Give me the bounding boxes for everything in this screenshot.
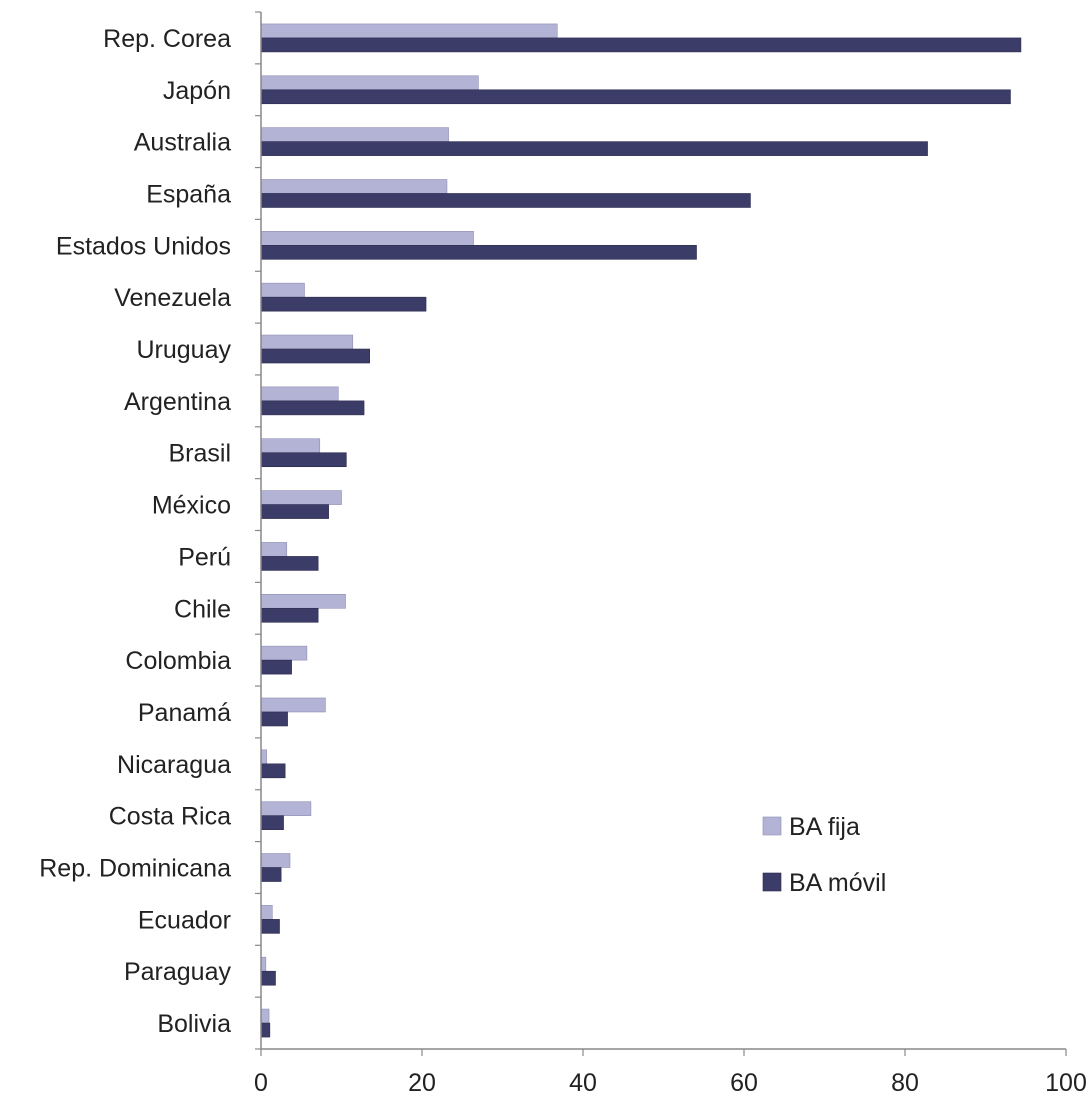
bar-ba-fija-chile xyxy=(260,593,346,609)
bar-ba-movil-rep-dominicana xyxy=(260,867,282,882)
category-label-ecuador: Ecuador xyxy=(138,906,231,934)
category-label-australia: Australia xyxy=(134,129,231,157)
category-label-costa-rica: Costa Rica xyxy=(109,803,231,831)
bar-ba-fija-colombia xyxy=(260,645,308,661)
legend-swatch-ba-fija xyxy=(762,816,782,836)
category-label-espana: España xyxy=(146,180,231,208)
bar-ba-movil-chile xyxy=(260,607,319,623)
bar-ba-fija-argentina xyxy=(260,386,339,402)
category-label-nicaragua: Nicaragua xyxy=(117,751,231,779)
bar-ba-fija-australia xyxy=(260,127,449,142)
bar-ba-movil-ecuador xyxy=(260,919,280,934)
bar-ba-fija-panama xyxy=(260,697,326,713)
category-label-chile: Chile xyxy=(174,595,231,623)
category-label-brasil: Brasil xyxy=(168,440,231,468)
bar-ba-fija-bolivia xyxy=(260,1008,270,1024)
category-label-argentina: Argentina xyxy=(124,388,231,416)
legend: BA fija BA móvil xyxy=(762,813,886,897)
bar-ba-movil-paraguay xyxy=(260,970,276,986)
category-label-colombia: Colombia xyxy=(125,647,231,675)
category-label-peru: Perú xyxy=(178,543,231,571)
bar-ba-movil-venezuela xyxy=(260,296,427,312)
x-tick-labels: 0 20 40 60 80 100 xyxy=(254,1069,1087,1097)
bar-ba-fija-uruguay xyxy=(260,334,354,350)
legend-label-ba-fija: BA fija xyxy=(789,813,860,841)
category-label-japon: Japón xyxy=(163,77,231,105)
category-label-mexico: México xyxy=(152,492,231,520)
bar-ba-fija-ecuador xyxy=(260,905,273,920)
bar-ba-movil-mexico xyxy=(260,504,329,519)
category-label-venezuela: Venezuela xyxy=(114,284,231,312)
bar-ba-fija-costa-rica xyxy=(260,801,312,816)
bar-ba-movil-costa-rica xyxy=(260,815,284,830)
bar-ba-fija-rep-corea xyxy=(260,23,558,39)
bar-ba-fija-peru xyxy=(260,542,288,557)
bar-ba-movil-peru xyxy=(260,556,319,571)
category-labels: Rep. Corea Japón Australia España Estados Un… xyxy=(39,25,231,1038)
category-label-rep-corea: Rep. Corea xyxy=(103,25,231,53)
x-tick-label: 60 xyxy=(730,1069,758,1097)
category-label-panama: Panamá xyxy=(138,699,231,727)
bar-ba-movil-bolivia xyxy=(260,1022,271,1038)
bars-group xyxy=(260,23,1022,1038)
bar-ba-movil-nicaragua xyxy=(260,763,286,779)
bar-ba-movil-estados-unidos xyxy=(260,245,697,260)
x-tick-label: 0 xyxy=(254,1069,268,1097)
x-tick-label: 20 xyxy=(408,1069,436,1097)
x-tick-label: 40 xyxy=(569,1069,597,1097)
bar-ba-fija-brasil xyxy=(260,438,321,454)
bar-ba-fija-estados-unidos xyxy=(260,231,474,246)
bar-ba-fija-rep-dominicana xyxy=(260,853,291,868)
bar-ba-movil-espana xyxy=(260,193,751,208)
bar-ba-fija-espana xyxy=(260,179,448,194)
bar-ba-movil-panama xyxy=(260,711,288,727)
axes xyxy=(255,11,1067,1056)
bar-ba-fija-nicaragua xyxy=(260,749,267,765)
category-label-estados-unidos: Estados Unidos xyxy=(56,232,231,260)
category-label-rep-dominicana: Rep. Dominicana xyxy=(39,855,231,883)
bar-ba-movil-uruguay xyxy=(260,348,370,364)
category-label-paraguay: Paraguay xyxy=(124,958,232,986)
bar-ba-movil-brasil xyxy=(260,452,347,468)
x-tick-label: 80 xyxy=(891,1069,919,1097)
x-tick-label: 100 xyxy=(1045,1069,1087,1097)
bar-ba-movil-rep-corea xyxy=(260,37,1022,53)
bar-ba-fija-mexico xyxy=(260,490,342,505)
bar-ba-movil-colombia xyxy=(260,659,292,675)
category-label-uruguay: Uruguay xyxy=(137,336,232,364)
bar-ba-movil-argentina xyxy=(260,400,365,416)
legend-label-ba-movil: BA móvil xyxy=(789,869,886,897)
legend-swatch-ba-movil xyxy=(762,872,782,892)
bar-ba-fija-japon xyxy=(260,75,479,91)
bar-ba-movil-japon xyxy=(260,89,1011,105)
bar-ba-fija-venezuela xyxy=(260,282,305,298)
category-label-bolivia: Bolivia xyxy=(157,1010,231,1038)
bar-ba-movil-australia xyxy=(260,141,928,156)
